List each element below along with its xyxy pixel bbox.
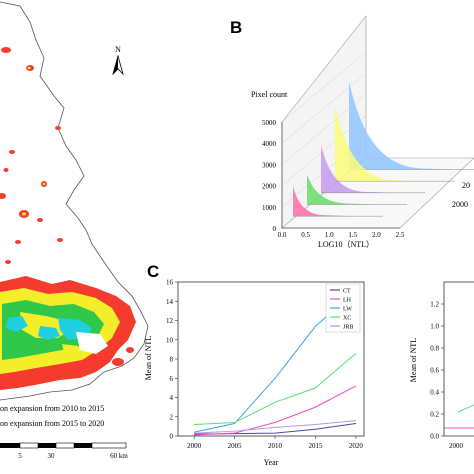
ridge-1 (307, 174, 377, 205)
legend-label-lh: LH (343, 298, 352, 304)
y-tick-label: 1.2 (430, 301, 439, 309)
x-axis-title: LOG10（NTL） (318, 240, 374, 249)
map-caption-2: on expansion from 2015 to 2020 (0, 419, 105, 428)
series-line-xc (194, 352, 357, 425)
x-tick-label: 2000 (187, 442, 202, 450)
legend-label-xc: XC (343, 316, 351, 322)
x-tick-label: 0.5 (301, 231, 310, 239)
y-axis-title: Pixel count (251, 90, 288, 99)
plot-frame (443, 281, 474, 437)
y-ticks: 0.0 0.2 0.4 0.6 0.8 1.0 1.2 (430, 301, 444, 441)
panel-c-letter: C (147, 262, 160, 281)
scale-label-5: 5 (18, 452, 22, 460)
y-tick-label: 10 (166, 336, 174, 344)
series-line-jrb (194, 420, 356, 434)
ridges (293, 81, 474, 217)
ridge-3 (335, 105, 425, 182)
x-tick-label: 2.5 (396, 231, 405, 239)
y-tick-label: 12 (166, 317, 174, 325)
y-tick-label: 14 (166, 298, 174, 306)
scale-label-60km: 60 km (110, 452, 128, 460)
y-tick-label: 0 (170, 433, 174, 441)
x-tick-label: 0.0 (278, 231, 287, 239)
urban-cluster-south (0, 276, 136, 390)
ridge-0 (293, 186, 353, 217)
y-tick-label: 1000 (262, 204, 277, 212)
y-tick-label: 0.0 (430, 433, 439, 441)
y-tick-label: 0 (273, 225, 277, 233)
legend-label-lw: LW (343, 307, 352, 313)
x-tick-labels: 0.0 0.5 1.0 1.5 2.0 2.5 (278, 231, 405, 239)
y-tick-label: 0.8 (430, 345, 439, 353)
series-line-lh (194, 385, 357, 436)
x-tick-label: 2.0 (372, 231, 381, 239)
y-tick-labels: 0 1000 2000 3000 4000 5000 (262, 119, 277, 233)
basin-boundary (0, 1, 149, 401)
depth-tick-20: 20 (462, 181, 470, 190)
y-tick-label: 3000 (262, 161, 277, 169)
scale-label-30: 30 (48, 452, 56, 460)
y-tick-label: 2 (170, 413, 174, 421)
y-axis-title: Mean of NTL (409, 338, 418, 383)
urban-patches-upper (0, 47, 63, 264)
north-arrow-icon: N (112, 45, 124, 76)
y-tick-label: 4000 (262, 140, 277, 148)
depth-tick-2000: 2000 (452, 200, 468, 209)
panel-b-letter: B (230, 18, 243, 37)
y-tick-label: 2000 (262, 183, 277, 191)
y-tick-label: 1.0 (430, 323, 439, 331)
y-tick-label: 5000 (262, 119, 277, 127)
x-tick-label: 1.0 (325, 231, 334, 239)
map-caption-1: on expansion from 2010 to 2015 (0, 404, 105, 413)
wall-gridline (281, 51, 367, 123)
x-tick-label: 2010 (268, 442, 283, 450)
x-ticks: 2000 2005 2010 2015 2020 (187, 436, 363, 450)
y-tick-label: 0.2 (430, 411, 439, 419)
y-tick-label: 0.6 (430, 367, 439, 375)
y-tick-label: 16 (166, 279, 174, 287)
y-axis-title: Mean of NTL (144, 336, 153, 381)
x-tick-label: 2015 (308, 442, 323, 450)
x-tick-label: 2020 (349, 442, 364, 450)
green-series (457, 404, 474, 413)
x-axis-title: Year (264, 458, 279, 467)
x-tick-label: 1.5 (348, 231, 357, 239)
series-lines (194, 290, 357, 436)
y-tick-label: 4 (170, 394, 174, 402)
y-tick-label: 0.4 (430, 389, 439, 397)
y-tick-label: 6 (170, 375, 174, 383)
y-ticks: 0 2 4 6 8 10 12 14 16 (166, 279, 178, 441)
x-tick-label: 2005 (228, 442, 243, 450)
wall-gridline (281, 73, 367, 144)
x-tick-2000: 2000 (449, 442, 464, 450)
north-label: N (115, 45, 121, 54)
legend-label-jrb: JRB (343, 325, 353, 331)
ridge-2 (321, 144, 395, 193)
ridge-4 (349, 81, 453, 170)
legend-label-ct: CT (343, 289, 351, 295)
scale-bar: 5 30 60 km (0, 442, 128, 460)
y-tick-label: 8 (170, 356, 174, 364)
legend: CT LH LW XC JRB (325, 283, 361, 333)
